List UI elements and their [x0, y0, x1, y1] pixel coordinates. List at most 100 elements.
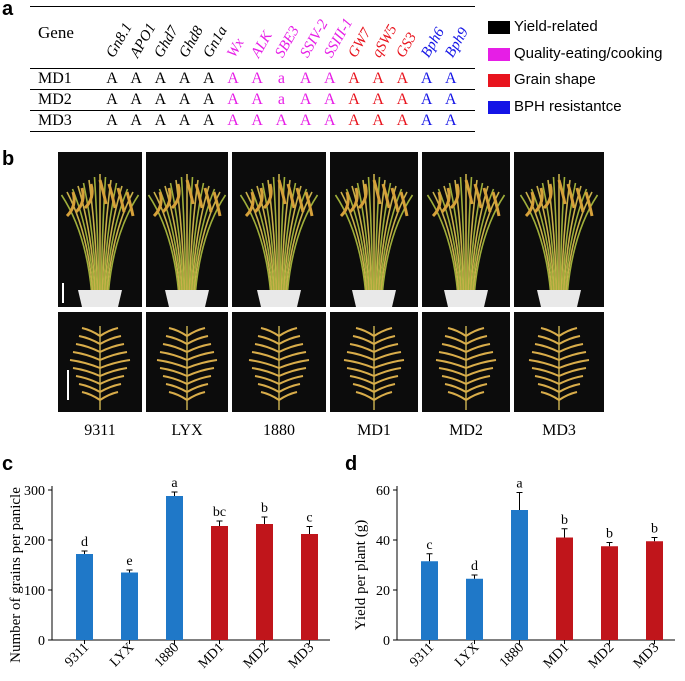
panicle-photo-1880 — [232, 312, 326, 412]
x-tick-label-1880: 1880 — [497, 640, 527, 670]
legend-label: BPH resistantce — [514, 97, 622, 115]
x-tick-label-md1: MD1 — [541, 640, 573, 672]
bar-md2 — [256, 524, 273, 640]
x-tick-label-9311: 9311 — [407, 640, 437, 670]
y-tick-label: 200 — [24, 534, 45, 549]
legend-label: Yield-related — [514, 18, 598, 35]
significance-label: c — [426, 538, 432, 553]
allele-cell: A — [348, 112, 360, 129]
bar-md3 — [301, 534, 318, 640]
panel-d-letter: d — [345, 453, 358, 475]
row-label-md2: MD2 — [38, 91, 72, 108]
gene-header-gw7: GW7 — [345, 26, 374, 61]
bar-1880 — [166, 496, 183, 640]
significance-label: d — [81, 535, 88, 550]
allele-cell: A — [227, 70, 239, 87]
allele-cell: A — [154, 91, 167, 108]
allele-cell: A — [154, 70, 167, 87]
plant-photo-1880 — [232, 152, 326, 307]
allele-cell: A — [178, 112, 191, 129]
allele-cell: A — [251, 70, 263, 87]
allele-cell: A — [324, 70, 336, 87]
allele-cell: A — [130, 91, 142, 108]
gene-header: Gene — [38, 23, 74, 42]
significance-label: b — [606, 527, 613, 542]
plant-photo-md2 — [422, 152, 510, 307]
bar-md3 — [646, 541, 663, 640]
plant-photo-md1 — [330, 152, 418, 307]
plant-photo-9311 — [58, 152, 142, 307]
gene-header-qsw5: qSW5 — [369, 22, 400, 61]
gene-header-apo1: APO1 — [127, 21, 159, 61]
gene-name: ALK — [248, 28, 277, 61]
allele-cell: A — [227, 112, 239, 129]
y-tick-label: 300 — [24, 484, 45, 499]
gene-name: SBE3 — [272, 23, 304, 61]
table-bottom-rule — [30, 131, 475, 132]
allele-cell: A — [420, 91, 433, 108]
allele-cell: A — [203, 70, 215, 87]
allele-cell: A — [275, 112, 288, 129]
significance-label: a — [516, 477, 523, 492]
y-axis-title: Number of grains per panicle — [8, 487, 24, 663]
variety-label-md3: MD3 — [542, 422, 576, 439]
allele-cell: a — [277, 91, 285, 108]
allele-cell: A — [178, 91, 191, 108]
allele-cell: A — [178, 70, 191, 87]
table-row-rule-2 — [30, 110, 475, 111]
allele-cell: A — [106, 91, 118, 108]
gene-name: qSW5 — [369, 22, 401, 61]
panicle-photo-md2 — [422, 312, 510, 412]
allele-cell: A — [420, 70, 433, 87]
allele-cell: A — [372, 112, 384, 129]
allele-cell: A — [372, 70, 384, 87]
variety-label-md1: MD1 — [357, 422, 391, 439]
legend-label: Quality-eating/cooking — [514, 44, 663, 62]
plant-photo-md3 — [514, 152, 604, 307]
x-tick-label-md3: MD3 — [286, 640, 318, 672]
bar-1880 — [511, 510, 528, 640]
variety-label-lyx: LYX — [171, 422, 203, 439]
x-tick-label-1880: 1880 — [152, 640, 182, 670]
gene-header-gs3: GS3 — [394, 30, 421, 61]
allele-cell: A — [348, 70, 360, 87]
gene-header-gn8-1: Gn8.1 — [103, 20, 135, 61]
significance-label: b — [561, 513, 568, 528]
panicle-photo-9311 — [58, 312, 142, 412]
gene-header-bph6: Bph6 — [418, 25, 448, 61]
allele-cell: A — [420, 112, 433, 129]
bar-md1 — [556, 537, 573, 640]
panel-b-letter: b — [2, 148, 15, 170]
gene-header-gn1a: Gn1a — [200, 24, 231, 61]
allele-cell: A — [130, 112, 142, 129]
bar-9311 — [421, 561, 438, 640]
legend-swatch — [488, 100, 510, 114]
allele-cell: A — [251, 91, 263, 108]
significance-label: b — [261, 501, 268, 516]
allele-cell: A — [299, 91, 312, 108]
panicle-photo-md1 — [330, 312, 418, 412]
gene-header-alk: ALK — [248, 29, 276, 61]
allele-cell: A — [299, 112, 312, 129]
allele-cell: A — [106, 70, 118, 87]
gene-header-bph9: Bph9 — [442, 25, 472, 61]
bar-lyx — [121, 572, 138, 640]
allele-cell: A — [445, 91, 457, 108]
y-tick-label: 0 — [38, 634, 45, 649]
x-tick-label-md2: MD2 — [241, 640, 273, 672]
significance-label: b — [651, 522, 658, 537]
allele-cell: A — [203, 91, 215, 108]
gene-name: Bph9 — [442, 25, 472, 61]
plant-photo-lyx — [146, 152, 228, 307]
x-tick-label-md1: MD1 — [196, 640, 228, 672]
panel-c-letter: c — [2, 453, 14, 475]
table-row-rule-1 — [30, 89, 475, 90]
gene-header-ghd8: Ghd8 — [176, 24, 207, 61]
gene-name: Ghd8 — [175, 23, 207, 61]
allele-cell: A — [299, 70, 312, 87]
y-tick-label: 60 — [376, 484, 390, 499]
x-tick-label-9311: 9311 — [62, 640, 92, 670]
bar-9311 — [76, 554, 93, 640]
allele-cell: A — [154, 112, 167, 129]
